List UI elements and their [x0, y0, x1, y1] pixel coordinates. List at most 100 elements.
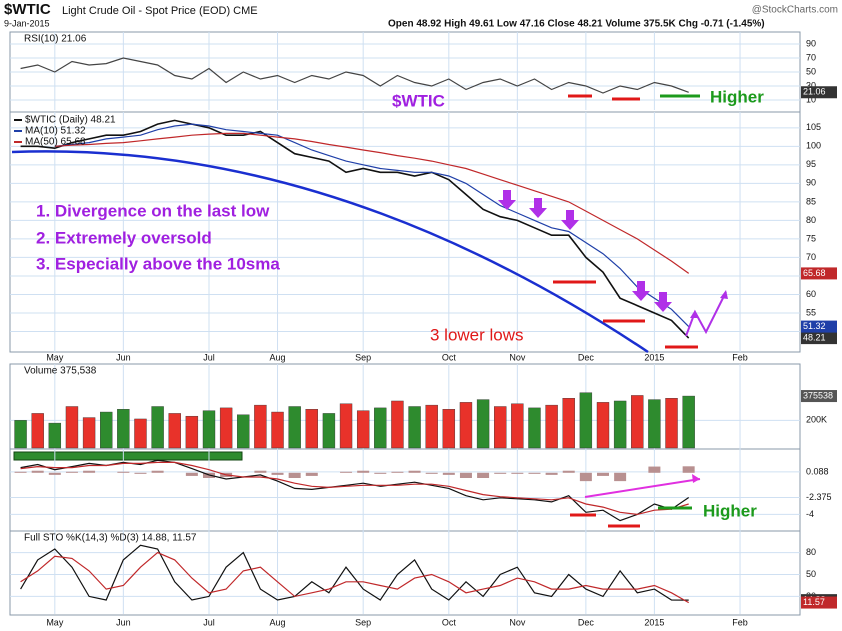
down-arrow [632, 281, 650, 301]
y-tick-label: 80 [806, 547, 816, 557]
histogram-bar [31, 470, 44, 473]
volume-bar [117, 409, 130, 449]
value-box-label: 51.32 [803, 321, 826, 331]
projection-heads [690, 290, 728, 318]
x-tick-label: 2015 [644, 617, 664, 627]
series-line [20, 119, 690, 339]
y-tick-label: 50 [806, 569, 816, 579]
histogram-bar [528, 472, 541, 474]
value-box [801, 267, 837, 280]
histogram-bar [134, 472, 147, 474]
x-tick-label: Aug [270, 352, 286, 362]
credit: @StockCharts.com [752, 5, 838, 16]
y-tick-label: 85 [806, 196, 816, 206]
annotation: Higher [703, 501, 757, 520]
panel-title: Full STO %K(14,3) %D(3) 14.88, 11.57 [24, 533, 197, 544]
volume-bar [219, 407, 233, 449]
projection [685, 291, 727, 337]
volume-bar [288, 406, 301, 449]
y-tick-label: 50 [806, 66, 816, 76]
histogram-bar [117, 471, 130, 473]
price-frame [9, 111, 801, 353]
histogram-bar [459, 472, 472, 478]
y-tick-label: 70 [806, 52, 816, 62]
series-line [20, 544, 689, 601]
volume-bar [356, 410, 370, 449]
y-tick-label: 105 [806, 122, 821, 132]
value-box [801, 86, 837, 99]
x-tick-label: Sep [355, 352, 371, 362]
histogram-bar [14, 471, 27, 473]
y-tick-label: 60 [806, 289, 816, 299]
legend-entry: $WTIC (Daily) 48.21 [25, 115, 116, 126]
x-tick-label: 2015 [644, 352, 664, 362]
panel-title: RSI(10) 21.06 [24, 34, 87, 45]
x-tick-label: Feb [732, 617, 748, 627]
volume-bar [168, 413, 181, 449]
histogram-bar [357, 470, 370, 473]
series-line [20, 461, 689, 516]
down-arrow [654, 292, 672, 312]
x-tick-label: Dec [578, 617, 595, 627]
x-tick-label: Jun [116, 352, 131, 362]
red-lows [553, 94, 698, 528]
value-box-label: 48.21 [803, 332, 826, 342]
histogram-bar [254, 470, 267, 473]
x-tick-label: Jul [203, 352, 215, 362]
annotation: 1. Divergence on the last low [36, 201, 270, 220]
volume-bar [408, 406, 421, 449]
volume-bar [322, 413, 336, 449]
y-tick-label: 30 [806, 80, 816, 90]
histogram-bar [151, 470, 164, 473]
volume-bar [425, 404, 438, 449]
value-box [801, 390, 837, 403]
y-tick-label: 80 [806, 215, 816, 225]
series-line [54, 132, 690, 274]
x-tick-label: Feb [732, 352, 748, 362]
y-tick-label: 75 [806, 233, 816, 243]
annotation-shapes [11, 94, 728, 528]
histogram-bar [477, 472, 490, 478]
histogram-bar [682, 466, 695, 473]
panel-title: Volume 375,538 [24, 366, 97, 377]
down-arrow [529, 198, 547, 218]
x-tick-label: May [46, 617, 64, 627]
value-box [801, 332, 837, 345]
volume-bar [613, 400, 627, 449]
volume-bar [579, 392, 593, 449]
macd-legend-box [13, 451, 243, 461]
histogram-bar [597, 472, 609, 476]
annotation: Higher [710, 87, 764, 106]
volume-bar [65, 406, 79, 449]
histogram-bar [305, 472, 318, 476]
histogram-bar [408, 470, 421, 473]
volume-bar [82, 417, 96, 449]
y-tick-label: 90 [806, 178, 816, 188]
x-tick-label: May [46, 352, 64, 362]
y-tick-label: 70 [806, 252, 816, 262]
histogram-bar [579, 472, 592, 482]
volume-bar [100, 411, 113, 449]
down-arrows [498, 190, 672, 312]
histogram-bar [562, 470, 575, 473]
y-tick-label: -2.375 [806, 492, 832, 502]
value-box-label: 11.57 [803, 597, 825, 607]
legend-entry: MA(10) 51.32 [25, 126, 86, 137]
x-tick-label: Oct [442, 352, 457, 362]
histogram-bar [391, 471, 404, 473]
histogram-bar [374, 472, 387, 474]
date: 9-Jan-2015 [4, 18, 50, 28]
down-arrow [498, 190, 516, 210]
y-tick-label: 95 [806, 159, 816, 169]
volume-bar [562, 398, 575, 449]
histogram-bar [83, 470, 96, 473]
histogram-bar [425, 472, 438, 474]
volume-bar [494, 406, 507, 449]
histogram-bar [511, 472, 524, 474]
histogram-bar [494, 472, 507, 474]
volume-bar [528, 407, 541, 449]
volume-bar [339, 403, 353, 449]
y-tick-label: 10 [806, 94, 816, 104]
histogram-bar [340, 471, 353, 473]
